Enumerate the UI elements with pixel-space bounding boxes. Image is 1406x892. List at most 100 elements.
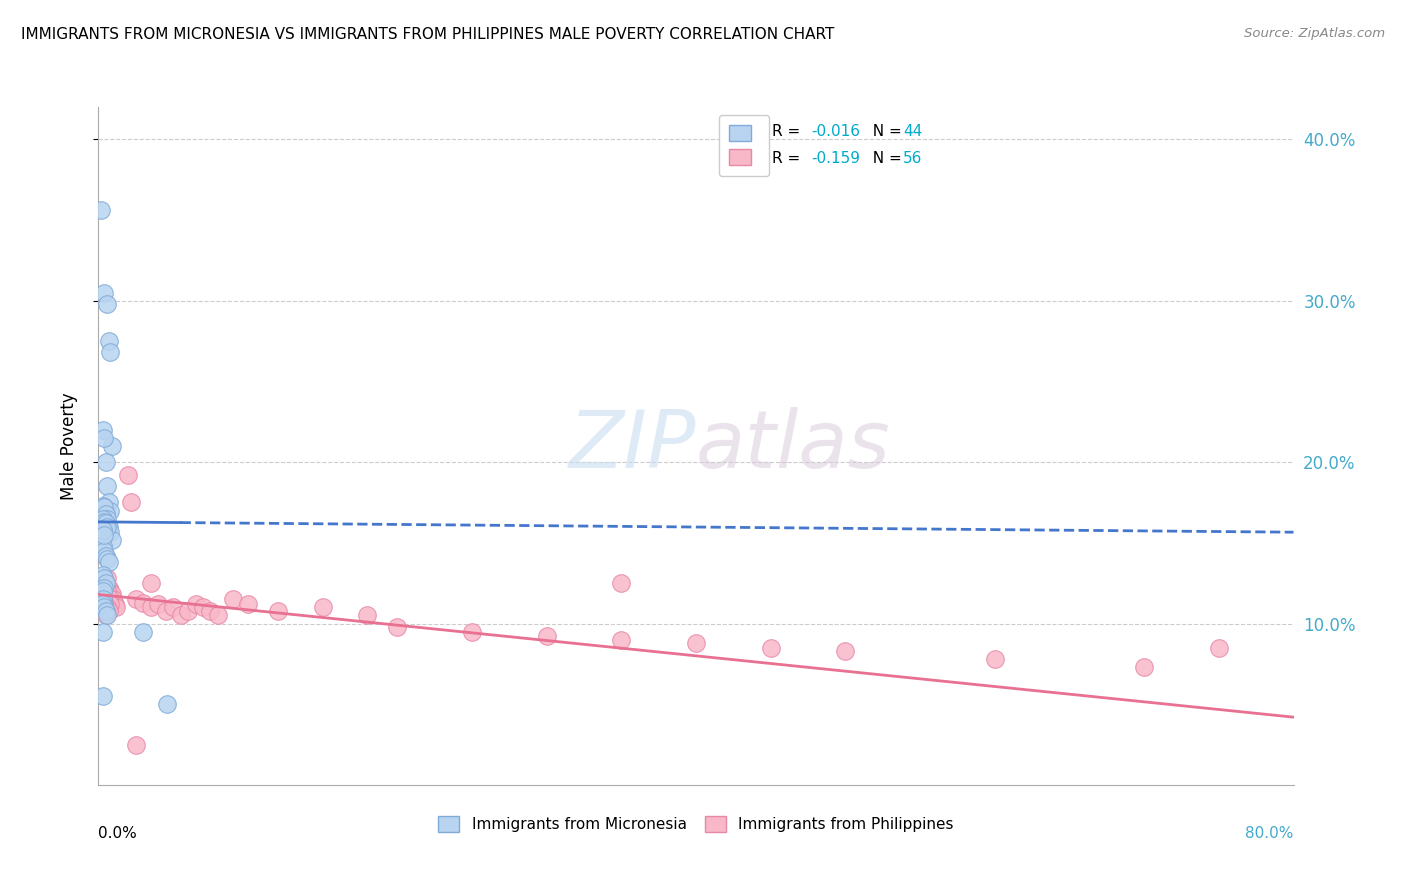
Point [97,495,120,509]
Point [91,624,114,639]
Point [96,608,118,623]
Y-axis label: Male Poverty: Male Poverty [59,392,77,500]
Point [105,600,128,615]
Point [91,584,114,599]
Point [356,608,378,623]
Point [91,597,114,611]
Point [98,524,122,539]
Point [91,523,114,537]
Point [93,500,115,515]
Point [139,600,162,615]
Point [155,604,177,618]
Point [96,552,118,566]
Text: R =: R = [772,151,806,166]
Point [93,592,115,607]
Point [385,620,409,634]
Point [94,576,117,591]
Point [93,515,115,529]
Text: 0.0%: 0.0% [98,826,138,840]
Point [93,571,115,585]
Text: 44: 44 [903,124,922,139]
Point [1208,640,1230,655]
Point [169,608,191,623]
Text: IMMIGRANTS FROM MICRONESIA VS IMMIGRANTS FROM PHILIPPINES MALE POVERTY CORRELATI: IMMIGRANTS FROM MICRONESIA VS IMMIGRANTS… [21,27,835,42]
Text: -0.159: -0.159 [811,151,860,166]
Point [236,597,259,611]
Text: R =: R = [772,124,806,139]
Point [97,555,120,569]
Point [94,549,117,563]
Point [97,591,120,605]
Point [191,600,214,615]
Text: N =: N = [863,151,907,166]
Point [1133,660,1156,674]
Point [98,597,122,611]
Point [139,576,162,591]
Point [98,503,122,517]
Point [91,539,114,553]
Point [120,495,142,509]
Point [93,604,115,618]
Point [98,584,122,599]
Point [984,652,1007,666]
Point [132,624,155,639]
Point [96,297,118,311]
Point [177,604,200,618]
Point [222,592,245,607]
Point [97,604,120,618]
Point [93,285,115,300]
Point [93,431,115,445]
Point [103,592,125,607]
Point [91,511,114,525]
Point [96,519,118,533]
Point [685,636,707,650]
Point [91,597,114,611]
Point [101,587,124,601]
Point [93,587,115,601]
Point [148,597,170,611]
Text: 80.0%: 80.0% [1246,826,1294,840]
Point [93,544,115,558]
Point [94,587,117,601]
Point [91,600,114,615]
Point [91,499,114,513]
Point [93,597,115,611]
Point [207,608,229,623]
Point [93,581,115,595]
Point [536,630,558,644]
Point [90,203,112,218]
Point [96,479,118,493]
Point [96,584,118,599]
Point [91,592,114,607]
Point [162,600,184,615]
Text: ZIP: ZIP [568,407,696,485]
Text: atlas: atlas [696,407,891,485]
Point [90,592,112,607]
Point [94,516,117,531]
Point [132,596,155,610]
Point [91,592,114,607]
Point [96,571,118,585]
Point [91,604,114,618]
Point [96,600,118,615]
Point [610,576,633,591]
Point [156,698,179,712]
Point [610,632,633,647]
Text: 56: 56 [903,151,922,166]
Point [93,528,115,542]
Point [94,576,117,591]
Point [97,334,120,348]
Point [759,640,782,655]
Point [267,604,290,618]
Point [98,345,122,359]
Point [97,519,120,533]
Point [94,608,117,623]
Point [101,439,124,453]
Point [101,533,124,547]
Point [94,455,117,469]
Point [93,600,115,615]
Point [94,507,117,521]
Text: N =: N = [863,124,907,139]
Text: -0.016: -0.016 [811,124,860,139]
Point [91,568,114,582]
